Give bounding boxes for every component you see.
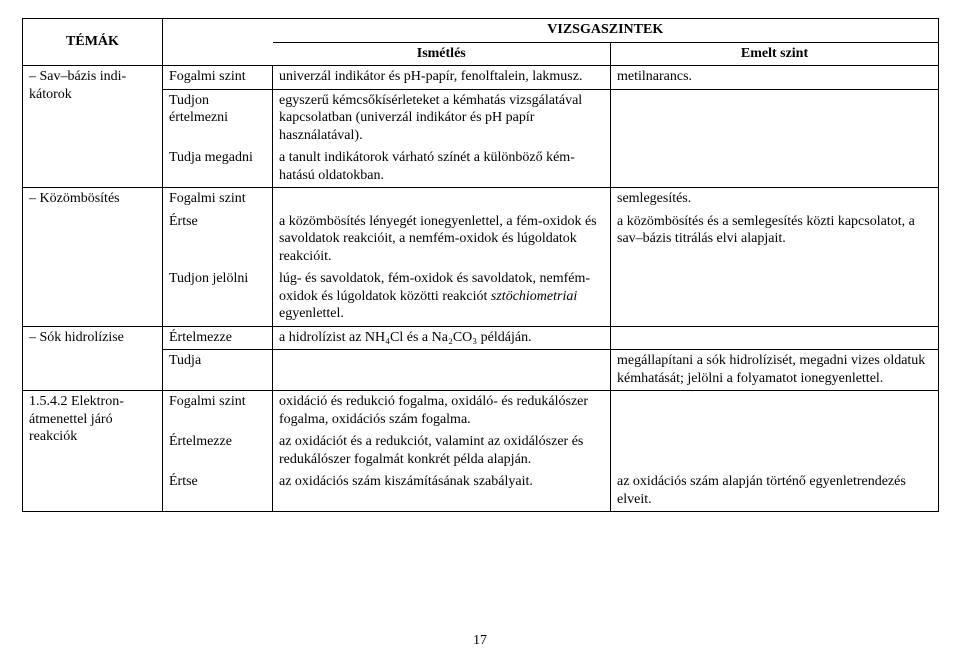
header-emelt: Emelt szint xyxy=(611,42,939,66)
rowlabel-tudjon-jelolni: Tudjon jelölni xyxy=(163,268,273,326)
cell: a közömbösítés és a semlegesítés közti k… xyxy=(611,211,939,269)
header-spacer-2 xyxy=(163,42,273,66)
cell: oxidáció és redukció fogalma, oxidáló- é… xyxy=(273,391,611,432)
cell-empty xyxy=(611,89,939,147)
rowlabel-fogalmi: Fogalmi szint xyxy=(163,391,273,432)
cell: a tanult indikátorok várható színét a kü… xyxy=(273,147,611,188)
rowlabel-tudja-megadni: Tudja megadni xyxy=(163,147,273,188)
cell-empty xyxy=(611,326,939,350)
cell: semlegesítés. xyxy=(611,188,939,211)
cell-text-italic: sztöchiometriai xyxy=(491,289,577,304)
table-row: – Sók hidrolízise Értelmezze a hidrolízi… xyxy=(23,326,939,350)
table-header-row-1: TÉMÁK VIZSGASZINTEK xyxy=(23,19,939,43)
rowlabel-ertse: Értse xyxy=(163,211,273,269)
rowlabel-ertse: Értse xyxy=(163,471,273,512)
cell: egyszerű kémcsőkísérleteket a kémhatás v… xyxy=(273,89,611,147)
cell-empty xyxy=(611,147,939,188)
cell: az oxidációs szám alapján történő egyenl… xyxy=(611,471,939,512)
rowlabel-fogalmi: Fogalmi szint xyxy=(163,188,273,211)
cell: univerzál indikátor és pH-papír, fenolft… xyxy=(273,66,611,90)
topic-elektron: 1.5.4.2 Elektron­átmenettel járó reakció… xyxy=(23,391,163,512)
page-number: 17 xyxy=(0,632,960,650)
cell: lúg- és savoldatok, fém-oxidok és savold… xyxy=(273,268,611,326)
cell: az oxidációs szám kiszámításának szabály… xyxy=(273,471,611,512)
header-spacer xyxy=(163,19,273,43)
page: TÉMÁK VIZSGASZINTEK Ismétlés Emelt szint… xyxy=(0,0,960,655)
table-row: 1.5.4.2 Elektron­átmenettel járó reakció… xyxy=(23,391,939,432)
header-temak: TÉMÁK xyxy=(23,19,163,66)
header-ismetles: Ismétlés xyxy=(273,42,611,66)
table-row: – Közömbösítés Fogalmi szint semlegesíté… xyxy=(23,188,939,211)
topic-sav-bazis: – Sav–bázis indi­kátorok xyxy=(23,66,163,188)
rowlabel-fogalmi: Fogalmi szint xyxy=(163,66,273,90)
topic-kozombosites: – Közömbösítés xyxy=(23,188,163,327)
table-row: – Sav–bázis indi­kátorok Fogalmi szint u… xyxy=(23,66,939,90)
cell-empty xyxy=(611,391,939,432)
cell-empty xyxy=(611,268,939,326)
rowlabel-tudja: Tudja xyxy=(163,350,273,391)
cell-empty xyxy=(611,431,939,471)
rowlabel-ertelmezze: Értelmezze xyxy=(163,326,273,350)
cell: az oxidációt és a redukciót, valamint az… xyxy=(273,431,611,471)
cell: megállapítani a sók hidrolízisét, megadn… xyxy=(611,350,939,391)
cell-text: egyenlettel. xyxy=(279,306,344,321)
topic-sok-hidrolizise: – Sók hidrolízise xyxy=(23,326,163,391)
cell: metilnarancs. xyxy=(611,66,939,90)
header-vizsgaszintek: VIZSGASZINTEK xyxy=(273,19,939,43)
main-table: TÉMÁK VIZSGASZINTEK Ismétlés Emelt szint… xyxy=(22,18,939,512)
cell: a hidrolízist az NH₄Cl és a Na₂CO₃ példá… xyxy=(273,326,611,350)
cell: a közömbösítés lényegét ionegyenlettel, … xyxy=(273,211,611,269)
cell-empty xyxy=(273,188,611,211)
rowlabel-ertelmezze: Értelmezze xyxy=(163,431,273,471)
rowlabel-tudjon-ertelmezni: Tudjon értelmezni xyxy=(163,89,273,147)
cell-empty xyxy=(273,350,611,391)
